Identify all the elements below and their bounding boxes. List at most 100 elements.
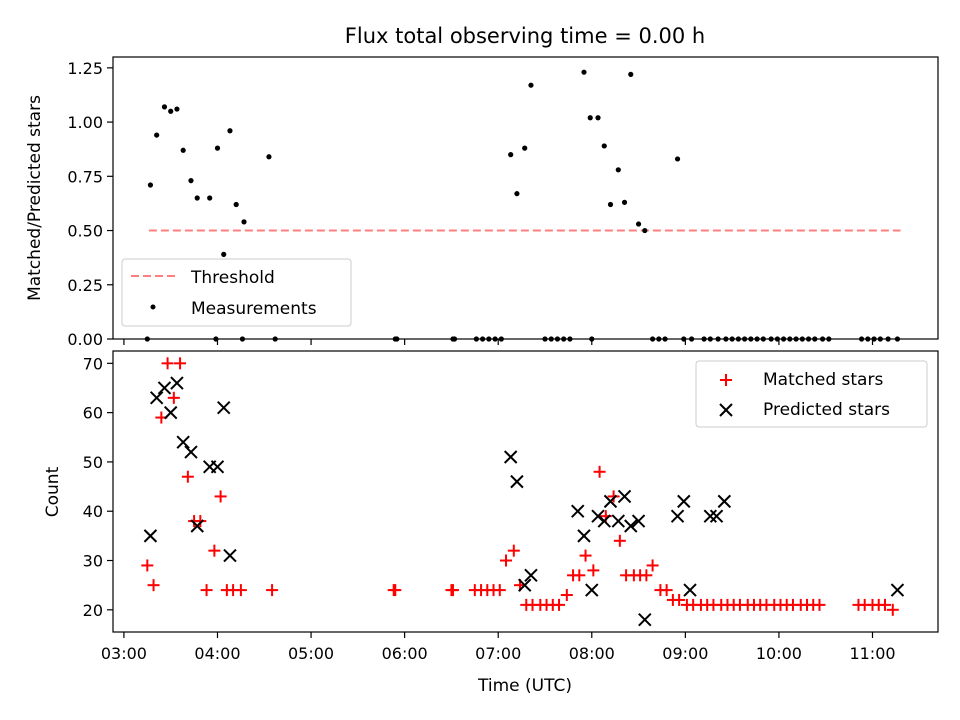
measurement-point: [662, 336, 668, 342]
predicted-star-point: [624, 519, 638, 533]
measurement-point: [628, 71, 634, 77]
predicted-star-point: [597, 514, 611, 528]
measurement-point: [681, 336, 687, 342]
measurement-point: [514, 191, 520, 197]
top-y-tick-label: 1.00: [67, 113, 103, 132]
matched-star-point: [660, 584, 673, 597]
top-legend-box: [121, 258, 352, 327]
matched-star-point: [560, 589, 573, 602]
predicted-star-point: [184, 445, 198, 459]
bottom-y-axis-label: Count: [43, 466, 63, 517]
predicted-star-point: [518, 578, 532, 592]
measurement-point: [760, 336, 766, 342]
measurement-point: [826, 336, 832, 342]
measurement-point: [688, 336, 695, 342]
measurement-point: [567, 336, 573, 342]
predicted-star-point: [585, 583, 599, 597]
matched-star-point: [446, 584, 459, 597]
measurement-point: [272, 336, 278, 342]
predicted-star-point: [163, 405, 178, 420]
measurement-point: [781, 336, 787, 342]
bottom-x-tick-label: 08:00: [569, 644, 615, 663]
measurement-point: [799, 336, 805, 342]
threshold-legend-label: Threshold: [190, 268, 275, 288]
matched-star-point: [181, 470, 194, 483]
bottom-y-tick-label: 30: [83, 552, 103, 571]
predicted-star-point: [577, 529, 591, 543]
matched-star-point: [587, 564, 600, 577]
measurement-point: [674, 156, 681, 162]
bottom-x-tick-label: 04:00: [194, 644, 240, 663]
measurement-point: [621, 199, 628, 205]
predicted-star-point: [149, 391, 164, 405]
predicted-star-point: [157, 381, 172, 395]
measurement-point: [561, 336, 567, 342]
matched-star-point: [174, 357, 187, 370]
measurement-point: [480, 336, 486, 342]
measurement-point: [768, 336, 774, 342]
top-y-axis: 0.00 0.25 0.50 0.75 1.00 1.25: [67, 59, 113, 349]
bottom-plot-area: [112, 350, 939, 633]
matched-star-point: [878, 598, 891, 611]
measurements-legend-label: Measurements: [191, 299, 317, 319]
predicted-star-point: [717, 494, 732, 509]
bottom-series: [141, 357, 905, 627]
matched-star-point: [389, 584, 402, 597]
predicted-star-point: [677, 494, 691, 509]
top-y-tick-label: 0.25: [67, 276, 103, 295]
measurement-point: [885, 336, 891, 342]
measurement-point: [607, 201, 614, 208]
matched-legend-label: Matched stars: [763, 370, 883, 390]
predicted-star-point: [631, 514, 646, 528]
predicted-star-point: [190, 519, 204, 533]
top-y-tick-label: 0.75: [67, 167, 103, 186]
bottom-y-tick-label: 40: [83, 502, 103, 521]
matched-star-point: [507, 544, 520, 557]
measurement-point: [221, 251, 227, 257]
measurement-point: [508, 152, 514, 158]
measurement-point: [589, 336, 595, 342]
predicted-star-point: [611, 514, 626, 528]
matched-star-point: [579, 549, 592, 562]
x-axis-label: Time (UTC): [477, 676, 572, 696]
top-y-tick-label: 0.50: [67, 222, 103, 241]
bottom-legend-box: [695, 360, 928, 428]
top-panel: 0.00 0.25 0.50 0.75 1.00 1.25 Matched/Predict…: [25, 56, 939, 349]
matched-star-point: [208, 544, 221, 557]
predicted-legend-label: Predicted stars: [763, 400, 890, 420]
measurement-point: [147, 182, 154, 188]
matched-star-point: [194, 515, 207, 528]
measurement-point: [723, 336, 729, 342]
matched-star-point: [613, 534, 626, 547]
measurement-point: [650, 336, 656, 342]
matched-star-point: [500, 554, 513, 567]
measurement-point: [587, 115, 593, 121]
matched-star-point: [886, 603, 899, 616]
measurement-point: [144, 336, 150, 342]
measurement-point: [812, 336, 818, 342]
measurement-point: [805, 336, 812, 342]
measurement-point: [394, 336, 400, 342]
measurement-point: [656, 336, 662, 342]
matched-star-point: [607, 490, 620, 503]
top-plot-area: [112, 56, 939, 340]
matched-star-point: [200, 584, 213, 597]
measurement-point: [522, 145, 528, 151]
matched-star-point: [167, 391, 180, 404]
predicted-star-point: [170, 376, 184, 390]
measurement-point: [227, 128, 233, 134]
measurement-point: [180, 147, 186, 153]
measurement-point: [858, 336, 865, 342]
measurement-point: [774, 336, 780, 342]
predicted-star-point: [703, 509, 718, 523]
measurements-legend-swatch: [150, 304, 156, 310]
measurement-point: [742, 336, 748, 342]
measurement-point: [266, 154, 272, 160]
measurement-point: [701, 336, 707, 342]
measurement-point: [865, 336, 871, 342]
measurement-point: [168, 108, 174, 114]
matched-star-point: [493, 584, 506, 597]
bottom-y-tick-label: 60: [83, 404, 103, 423]
measurement-point: [871, 336, 877, 342]
